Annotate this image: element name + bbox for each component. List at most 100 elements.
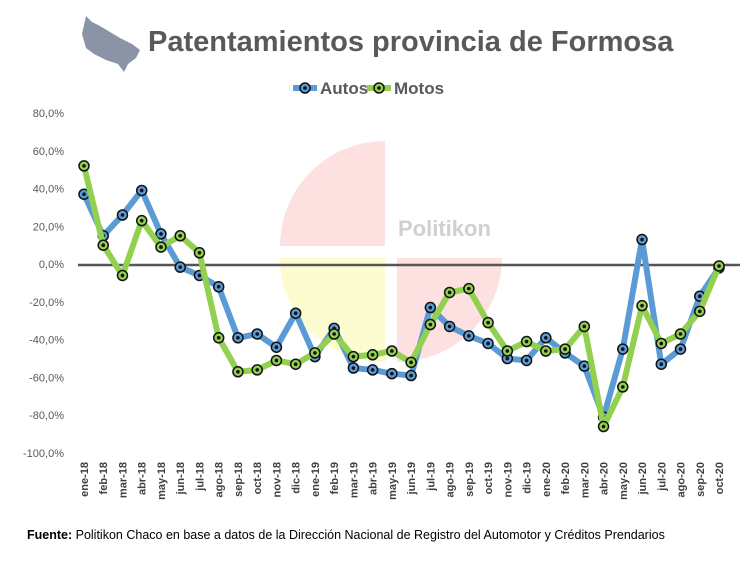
x-tick-label: abr-20: [599, 462, 611, 495]
marker-dot: [255, 332, 259, 336]
data-point: [406, 371, 416, 381]
data-point: [579, 361, 589, 371]
marker-dot: [602, 425, 606, 429]
x-tick-label: jun-18: [175, 462, 187, 495]
y-tick-label: 60,0%: [33, 146, 64, 158]
marker-dot: [217, 285, 221, 289]
x-tick-label: sep-20: [695, 462, 707, 497]
marker-dot: [82, 164, 86, 168]
marker-dot: [544, 349, 548, 353]
marker-dot: [429, 306, 433, 310]
data-point: [541, 346, 551, 356]
data-point: [387, 369, 397, 379]
data-point: [368, 350, 378, 360]
data-point: [522, 337, 532, 347]
marker-dot: [82, 192, 86, 196]
marker-dot: [294, 311, 298, 315]
y-tick-label: -60,0%: [29, 372, 64, 384]
data-point: [214, 333, 224, 343]
marker-dot: [525, 359, 529, 363]
data-point: [368, 365, 378, 375]
data-point: [310, 348, 320, 358]
marker-dot: [140, 189, 144, 193]
data-point: [348, 363, 358, 373]
marker-dot: [583, 325, 587, 329]
x-tick-label: ago-19: [445, 462, 457, 497]
data-point: [194, 248, 204, 258]
data-point: [175, 262, 185, 272]
source-label: Fuente:: [27, 528, 72, 542]
marker-dot: [140, 219, 144, 223]
x-tick-label: ene-19: [310, 462, 322, 497]
data-point: [599, 422, 609, 432]
marker-dot: [178, 234, 182, 238]
data-point: [117, 270, 127, 280]
x-tick-label: feb-18: [98, 462, 110, 494]
data-point: [579, 321, 589, 331]
legend-marker-dot: [377, 86, 381, 90]
data-point: [676, 344, 686, 354]
legend: AutosMotos: [293, 79, 444, 98]
y-tick-label: 80,0%: [33, 108, 64, 120]
marker-dot: [679, 347, 683, 351]
marker-dot: [371, 353, 375, 357]
marker-dot: [679, 332, 683, 336]
data-point: [233, 367, 243, 377]
marker-dot: [563, 347, 567, 351]
x-tick-label: jun-20: [637, 462, 649, 495]
marker-dot: [583, 364, 587, 368]
x-tick-label: sep-19: [464, 462, 476, 497]
marker-dot: [429, 323, 433, 327]
data-point: [522, 355, 532, 365]
marker-dot: [313, 351, 317, 355]
data-point: [291, 308, 301, 318]
marker-dot: [409, 361, 413, 365]
marker-dot: [390, 349, 394, 353]
legend-item-autos: Autos: [293, 79, 368, 98]
data-point: [252, 365, 262, 375]
x-tick-label: feb-19: [329, 462, 341, 494]
marker-dot: [178, 265, 182, 269]
data-point: [214, 282, 224, 292]
data-point: [656, 338, 666, 348]
marker-dot: [486, 342, 490, 346]
data-point: [406, 357, 416, 367]
watermark-text: Politikon: [398, 216, 491, 241]
data-point: [618, 382, 628, 392]
y-tick-label: 0,0%: [39, 259, 64, 271]
formosa-map-icon: [82, 16, 140, 72]
data-point: [271, 342, 281, 352]
marker-dot: [101, 243, 105, 247]
y-tick-label: -40,0%: [29, 335, 64, 347]
x-tick-label: ago-20: [676, 462, 688, 497]
data-point: [425, 303, 435, 313]
legend-item-motos: Motos: [367, 79, 444, 98]
x-tick-label: ene-20: [541, 462, 553, 497]
marker-dot: [659, 342, 663, 346]
data-point: [695, 306, 705, 316]
x-tick-label: oct-20: [714, 462, 726, 494]
data-point: [656, 359, 666, 369]
source-text: Politikon Chaco en base a datos de la Di…: [72, 528, 665, 542]
marker-dot: [236, 336, 240, 340]
y-tick-label: -100,0%: [23, 448, 64, 460]
y-tick-label: 40,0%: [33, 184, 64, 196]
data-point: [464, 331, 474, 341]
marker-dot: [121, 213, 125, 217]
x-tick-label: jun-19: [406, 462, 418, 495]
x-tick-label: mar-18: [117, 462, 129, 498]
x-tick-label: mar-19: [348, 462, 360, 498]
data-point: [79, 161, 89, 171]
watermark-logo: Politikon: [280, 141, 502, 362]
marker-dot: [448, 325, 452, 329]
marker-dot: [390, 372, 394, 376]
x-tick-label: dic-18: [291, 462, 303, 494]
data-point: [714, 261, 724, 271]
data-point: [483, 338, 493, 348]
x-axis: ene-18feb-18mar-18abr-18may-18jun-18jul-…: [79, 462, 726, 500]
data-point: [348, 352, 358, 362]
marker-dot: [217, 336, 221, 340]
data-point: [271, 355, 281, 365]
x-tick-label: jul-20: [656, 462, 668, 492]
